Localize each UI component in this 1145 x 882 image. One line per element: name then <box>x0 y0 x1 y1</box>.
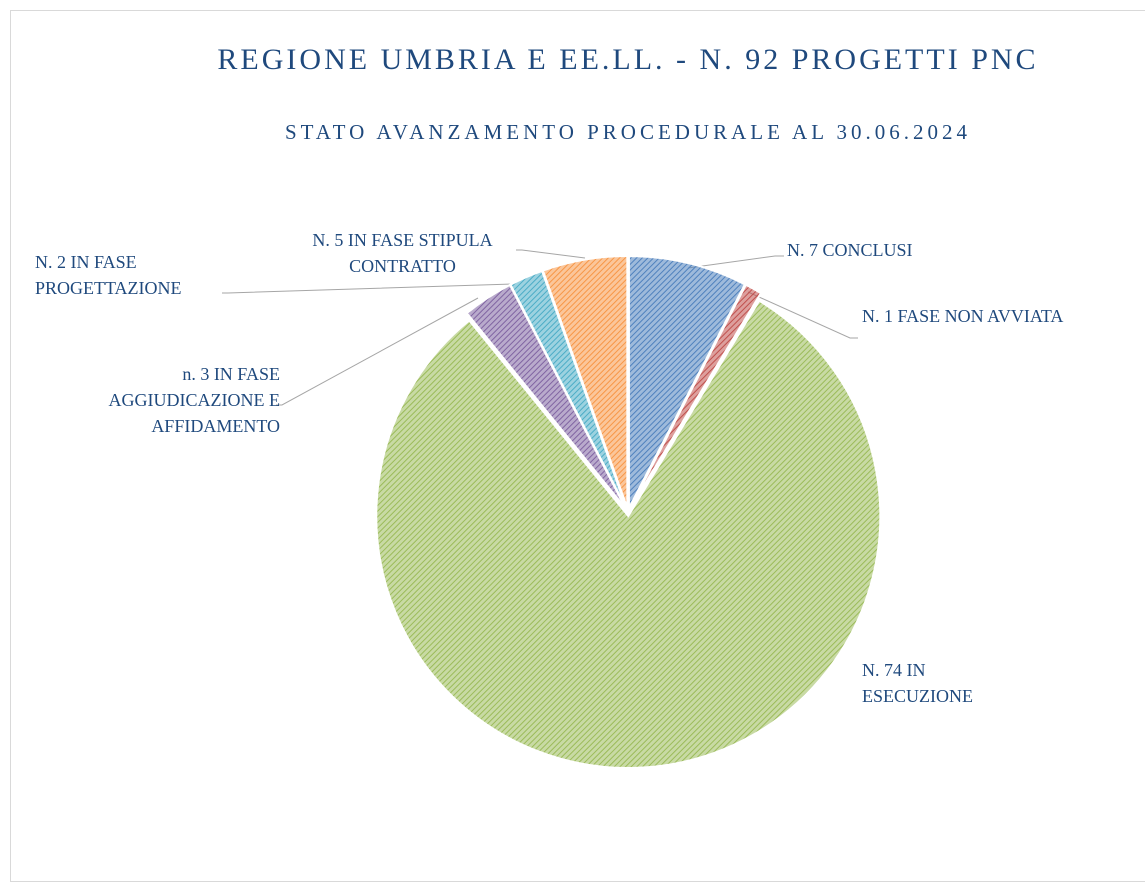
slice-label: N. 2 IN FASE PROGETTAZIONE <box>35 252 182 298</box>
pie-slice <box>629 283 763 510</box>
pie-slice <box>627 255 747 509</box>
leader-line <box>747 291 858 339</box>
chart: REGIONE UMBRIA E EE.LL. - N. 92 PROGETTI… <box>10 10 1145 882</box>
leader-line <box>516 249 586 259</box>
slice-label: N. 7 CONCLUSI <box>787 240 913 260</box>
slice-label: n. 3 IN FASE AGGIUDICAZIONE E AFFIDAMENT… <box>108 364 280 436</box>
slice-label: N. 74 IN ESECUZIONE <box>862 660 973 706</box>
chart-subtitle: STATO AVANZAMENTO PROCEDURALE AL 30.06.2… <box>284 120 972 144</box>
leader-line <box>687 255 784 269</box>
chart-title: REGIONE UMBRIA E EE.LL. - N. 92 PROGETTI… <box>217 43 1039 76</box>
slice-label: N. 5 IN FASE STIPULA CONTRATTO <box>312 230 493 276</box>
leader-lines <box>222 249 858 406</box>
pie-slice <box>375 299 882 769</box>
leader-line <box>276 297 479 406</box>
slice-label: N. 1 FASE NON AVVIATA <box>862 306 1064 326</box>
leader-line <box>222 283 513 294</box>
pie-slice <box>541 255 629 509</box>
pie-canvas <box>222 249 882 769</box>
